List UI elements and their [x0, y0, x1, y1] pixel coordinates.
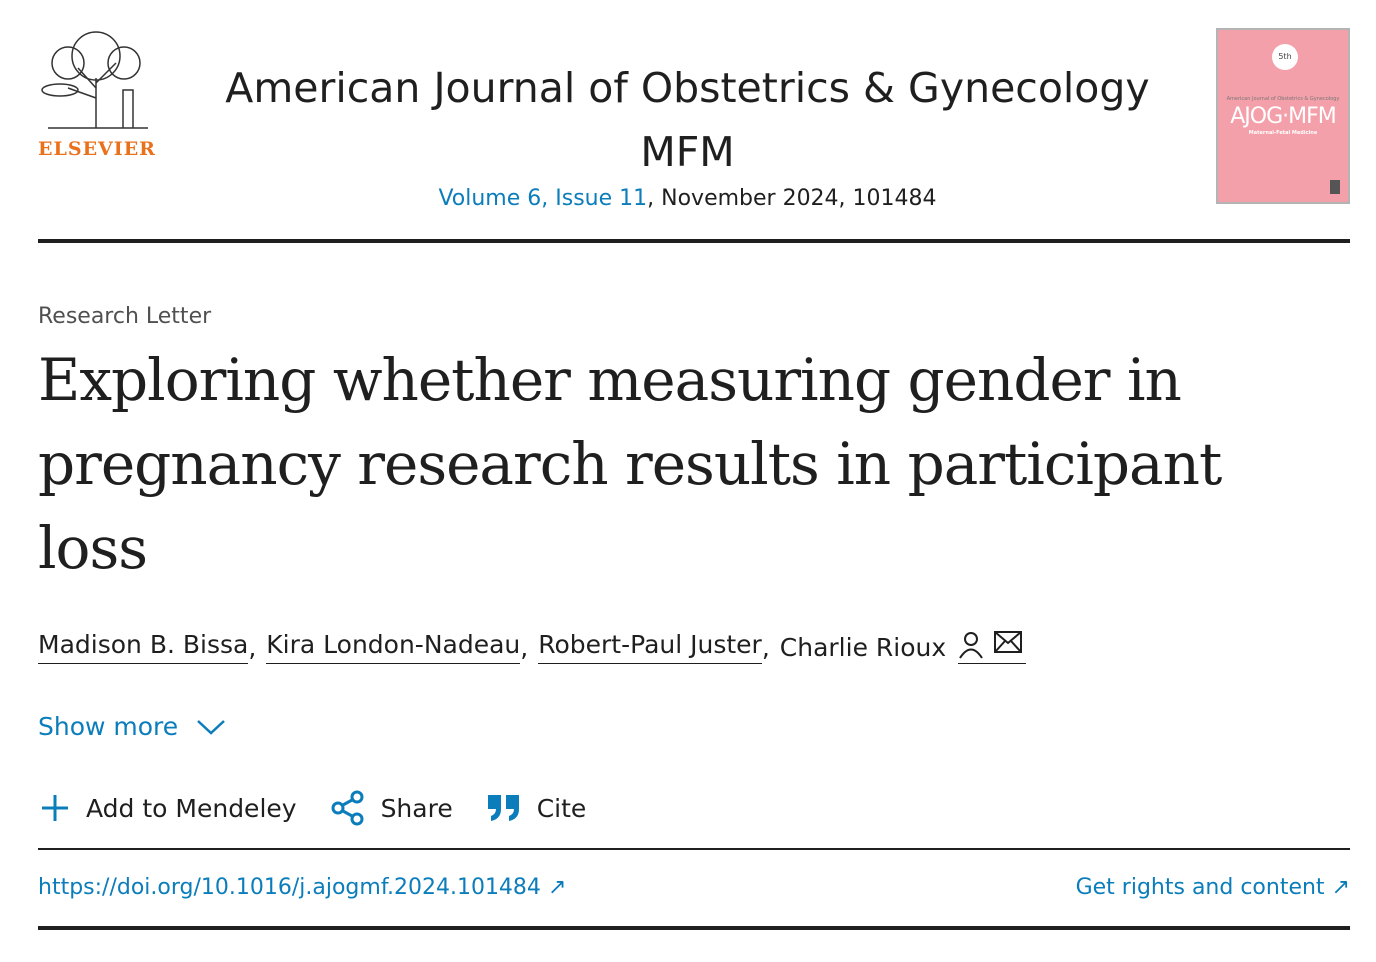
show-more-label: Show more — [38, 712, 179, 741]
cite-label: Cite — [536, 793, 587, 823]
cover-publisher-mark — [1330, 180, 1340, 194]
publisher-wordmark: ELSEVIER — [38, 138, 156, 160]
footer-divider — [38, 926, 1350, 930]
cover-subtitle: Maternal-Fetal Medicine — [1248, 130, 1318, 136]
plus-icon — [42, 795, 68, 821]
issue-link[interactable]: Volume 6, Issue 11 — [438, 186, 648, 211]
rights-link[interactable]: Get rights and content ↗ — [1076, 875, 1350, 900]
journal-title-line2: MFM — [640, 128, 735, 176]
external-link-icon: ↗ — [547, 875, 567, 900]
cite-button[interactable]: Cite — [487, 793, 587, 823]
cover-logo: AJOG·MFM — [1230, 104, 1337, 129]
tree-icon — [41, 31, 148, 129]
author-link[interactable]: Kira London-Nadeau — [266, 630, 521, 664]
journal-cover[interactable]: 5th American Journal of Obstetrics & Gyn… — [1216, 28, 1350, 204]
doi-link[interactable]: https://doi.org/10.1016/j.ajogmf.2024.10… — [38, 875, 566, 900]
quote-icon — [487, 795, 519, 821]
author-icons[interactable] — [958, 630, 1027, 664]
mendeley-label: Add to Mendeley — [86, 793, 297, 823]
elsevier-logo[interactable]: ELSEVIER — [38, 28, 156, 160]
header-divider — [38, 239, 1350, 243]
share-label: Share — [380, 793, 453, 823]
journal-title[interactable]: American Journal of Obstetrics & Gynecol… — [200, 56, 1175, 184]
author-link[interactable]: Madison B. Bissa — [38, 630, 249, 664]
author-link[interactable]: Charlie Rioux — [779, 632, 947, 662]
actions-divider — [38, 848, 1350, 850]
cover-small-title: American Journal of Obstetrics & Gynecol… — [1226, 96, 1340, 102]
share-button[interactable]: Share — [331, 790, 453, 826]
external-link-icon: ↗ — [1331, 875, 1350, 900]
rights-text: Get rights and content — [1075, 875, 1325, 900]
mail-icon — [994, 630, 1023, 653]
add-to-mendeley-button[interactable]: Add to Mendeley — [40, 793, 297, 823]
article-actions: Add to Mendeley Share Cite — [40, 790, 620, 826]
article-type: Research Letter — [38, 304, 212, 329]
anniversary-badge: 5th — [1272, 44, 1298, 70]
issue-date: , November 2024, 101484 — [647, 186, 937, 211]
share-icon — [331, 790, 364, 826]
journal-title-line1: American Journal of Obstetrics & Gynecol… — [225, 64, 1150, 112]
chevron-down-icon — [197, 719, 226, 735]
article-title: Exploring whether measuring gender in pr… — [38, 346, 1222, 582]
author-list: Madison B. Bissa, Kira London-Nadeau, Ro… — [38, 630, 1027, 664]
show-more-button[interactable]: Show more — [38, 712, 226, 741]
doi-text: https://doi.org/10.1016/j.ajogmf.2024.10… — [38, 875, 541, 900]
issue-info: Volume 6, Issue 11, November 2024, 10148… — [200, 186, 1175, 211]
author-link[interactable]: Robert-Paul Juster — [538, 630, 762, 664]
person-icon — [959, 631, 983, 659]
